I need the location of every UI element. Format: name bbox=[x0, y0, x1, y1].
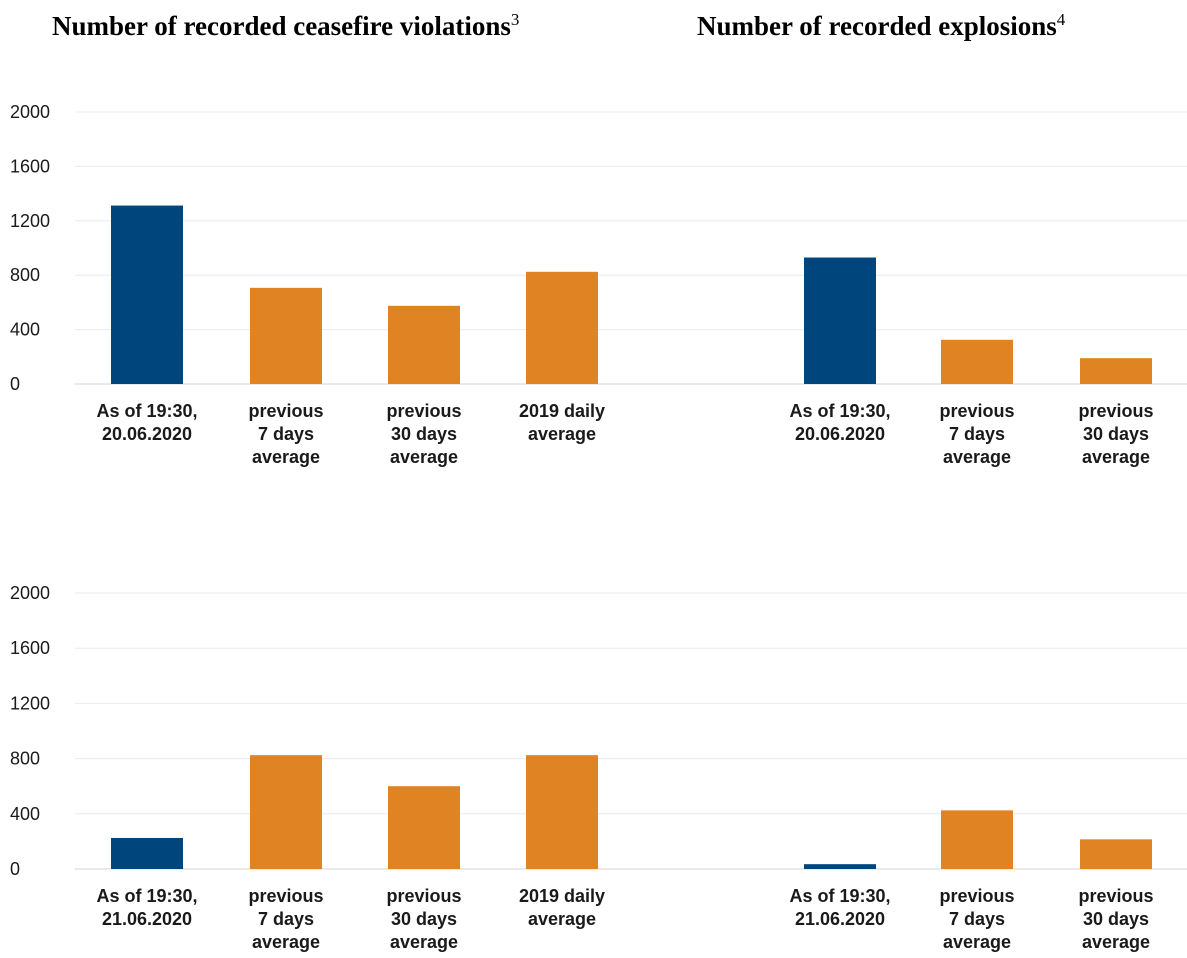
title-text: Number of recorded ceasefire violations bbox=[52, 11, 511, 41]
title-text: Number of recorded explosions bbox=[697, 11, 1057, 41]
x-category-label: previous 30 days average bbox=[1078, 886, 1153, 952]
bar bbox=[111, 205, 183, 384]
bar bbox=[388, 305, 460, 384]
bar bbox=[804, 257, 876, 384]
y-tick-label: 0 bbox=[10, 374, 20, 394]
bar bbox=[250, 755, 322, 869]
x-category-label: As of 19:30, 20.06.2020 bbox=[789, 401, 890, 444]
chart-title-ceasefire-violations: Number of recorded ceasefire violations3 bbox=[52, 10, 519, 42]
y-tick-label: 800 bbox=[10, 749, 40, 769]
y-tick-label: 400 bbox=[10, 804, 40, 824]
x-category-label: 2019 daily average bbox=[519, 401, 605, 444]
bar bbox=[388, 786, 460, 869]
bar bbox=[1080, 358, 1152, 384]
footnote-marker: 4 bbox=[1056, 10, 1066, 29]
bar bbox=[111, 837, 183, 869]
chart-title-explosions: Number of recorded explosions4 bbox=[697, 10, 1065, 42]
bar bbox=[941, 810, 1013, 869]
x-category-label: previous 7 days average bbox=[248, 401, 323, 467]
x-category-label: previous 7 days average bbox=[939, 401, 1014, 467]
bar bbox=[250, 287, 322, 384]
x-category-label: previous 7 days average bbox=[248, 886, 323, 952]
x-category-label: As of 19:30, 20.06.2020 bbox=[96, 401, 197, 444]
y-tick-label: 1200 bbox=[10, 211, 50, 231]
y-tick-label: 0 bbox=[10, 859, 20, 879]
bar bbox=[526, 271, 598, 384]
x-category-label: As of 19:30, 21.06.2020 bbox=[96, 886, 197, 929]
y-tick-label: 2000 bbox=[10, 583, 50, 603]
x-category-label: previous 7 days average bbox=[939, 886, 1014, 952]
y-tick-label: 1600 bbox=[10, 156, 50, 176]
x-category-label: previous 30 days average bbox=[386, 401, 461, 467]
y-tick-label: 400 bbox=[10, 320, 40, 340]
bar bbox=[941, 339, 1013, 384]
x-category-label: As of 19:30, 21.06.2020 bbox=[789, 886, 890, 929]
x-category-label: previous 30 days average bbox=[386, 886, 461, 952]
y-tick-label: 1600 bbox=[10, 638, 50, 658]
x-category-label: 2019 daily average bbox=[519, 886, 605, 929]
y-tick-label: 2000 bbox=[10, 102, 50, 122]
bar bbox=[804, 864, 876, 869]
bar bbox=[526, 755, 598, 869]
y-tick-label: 800 bbox=[10, 265, 40, 285]
footnote-marker: 3 bbox=[510, 10, 520, 29]
y-tick-label: 1200 bbox=[10, 693, 50, 713]
x-category-label: previous 30 days average bbox=[1078, 401, 1153, 467]
bar bbox=[1080, 839, 1152, 869]
